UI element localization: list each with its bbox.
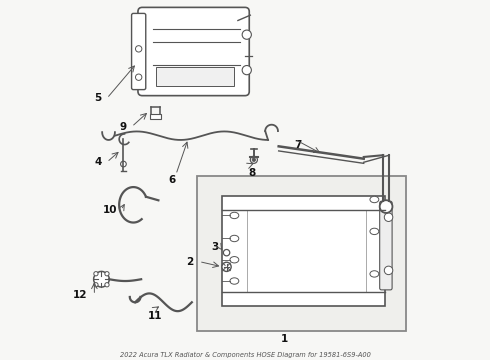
Text: 10: 10 (103, 205, 118, 215)
Circle shape (135, 74, 142, 80)
Circle shape (242, 66, 251, 75)
FancyBboxPatch shape (138, 8, 249, 96)
Bar (156, 67, 234, 86)
Circle shape (250, 156, 257, 163)
Circle shape (384, 213, 393, 221)
Bar (222, 196, 385, 306)
FancyBboxPatch shape (197, 176, 406, 330)
Circle shape (384, 266, 393, 275)
Bar (150, 114, 161, 119)
Circle shape (94, 271, 109, 287)
Text: 8: 8 (248, 168, 256, 178)
Text: 7: 7 (294, 140, 302, 149)
Bar (247, 210, 366, 292)
Circle shape (380, 200, 392, 213)
Circle shape (242, 30, 251, 39)
Circle shape (121, 161, 126, 167)
Ellipse shape (230, 235, 239, 242)
Ellipse shape (230, 278, 239, 284)
FancyBboxPatch shape (132, 13, 146, 90)
Text: 11: 11 (147, 311, 162, 321)
Circle shape (105, 283, 109, 287)
Ellipse shape (370, 271, 379, 277)
Circle shape (223, 249, 230, 256)
Ellipse shape (230, 257, 239, 263)
Text: 4: 4 (94, 157, 101, 167)
Text: 2022 Acura TLX Radiator & Components HOSE Diagram for 19581-6S9-A00: 2022 Acura TLX Radiator & Components HOS… (120, 352, 370, 358)
Ellipse shape (370, 196, 379, 203)
Circle shape (222, 262, 231, 271)
Text: 3: 3 (211, 242, 219, 252)
Text: 1: 1 (280, 334, 288, 345)
FancyBboxPatch shape (380, 201, 392, 290)
Text: 6: 6 (169, 175, 176, 185)
Circle shape (94, 283, 98, 287)
Circle shape (105, 271, 109, 276)
Ellipse shape (230, 212, 239, 219)
Text: 12: 12 (73, 290, 87, 300)
Text: 5: 5 (94, 94, 101, 103)
Ellipse shape (370, 228, 379, 235)
Circle shape (135, 46, 142, 52)
Text: 2: 2 (186, 257, 194, 266)
Text: 9: 9 (119, 122, 126, 132)
Circle shape (94, 271, 98, 276)
Circle shape (252, 158, 256, 162)
